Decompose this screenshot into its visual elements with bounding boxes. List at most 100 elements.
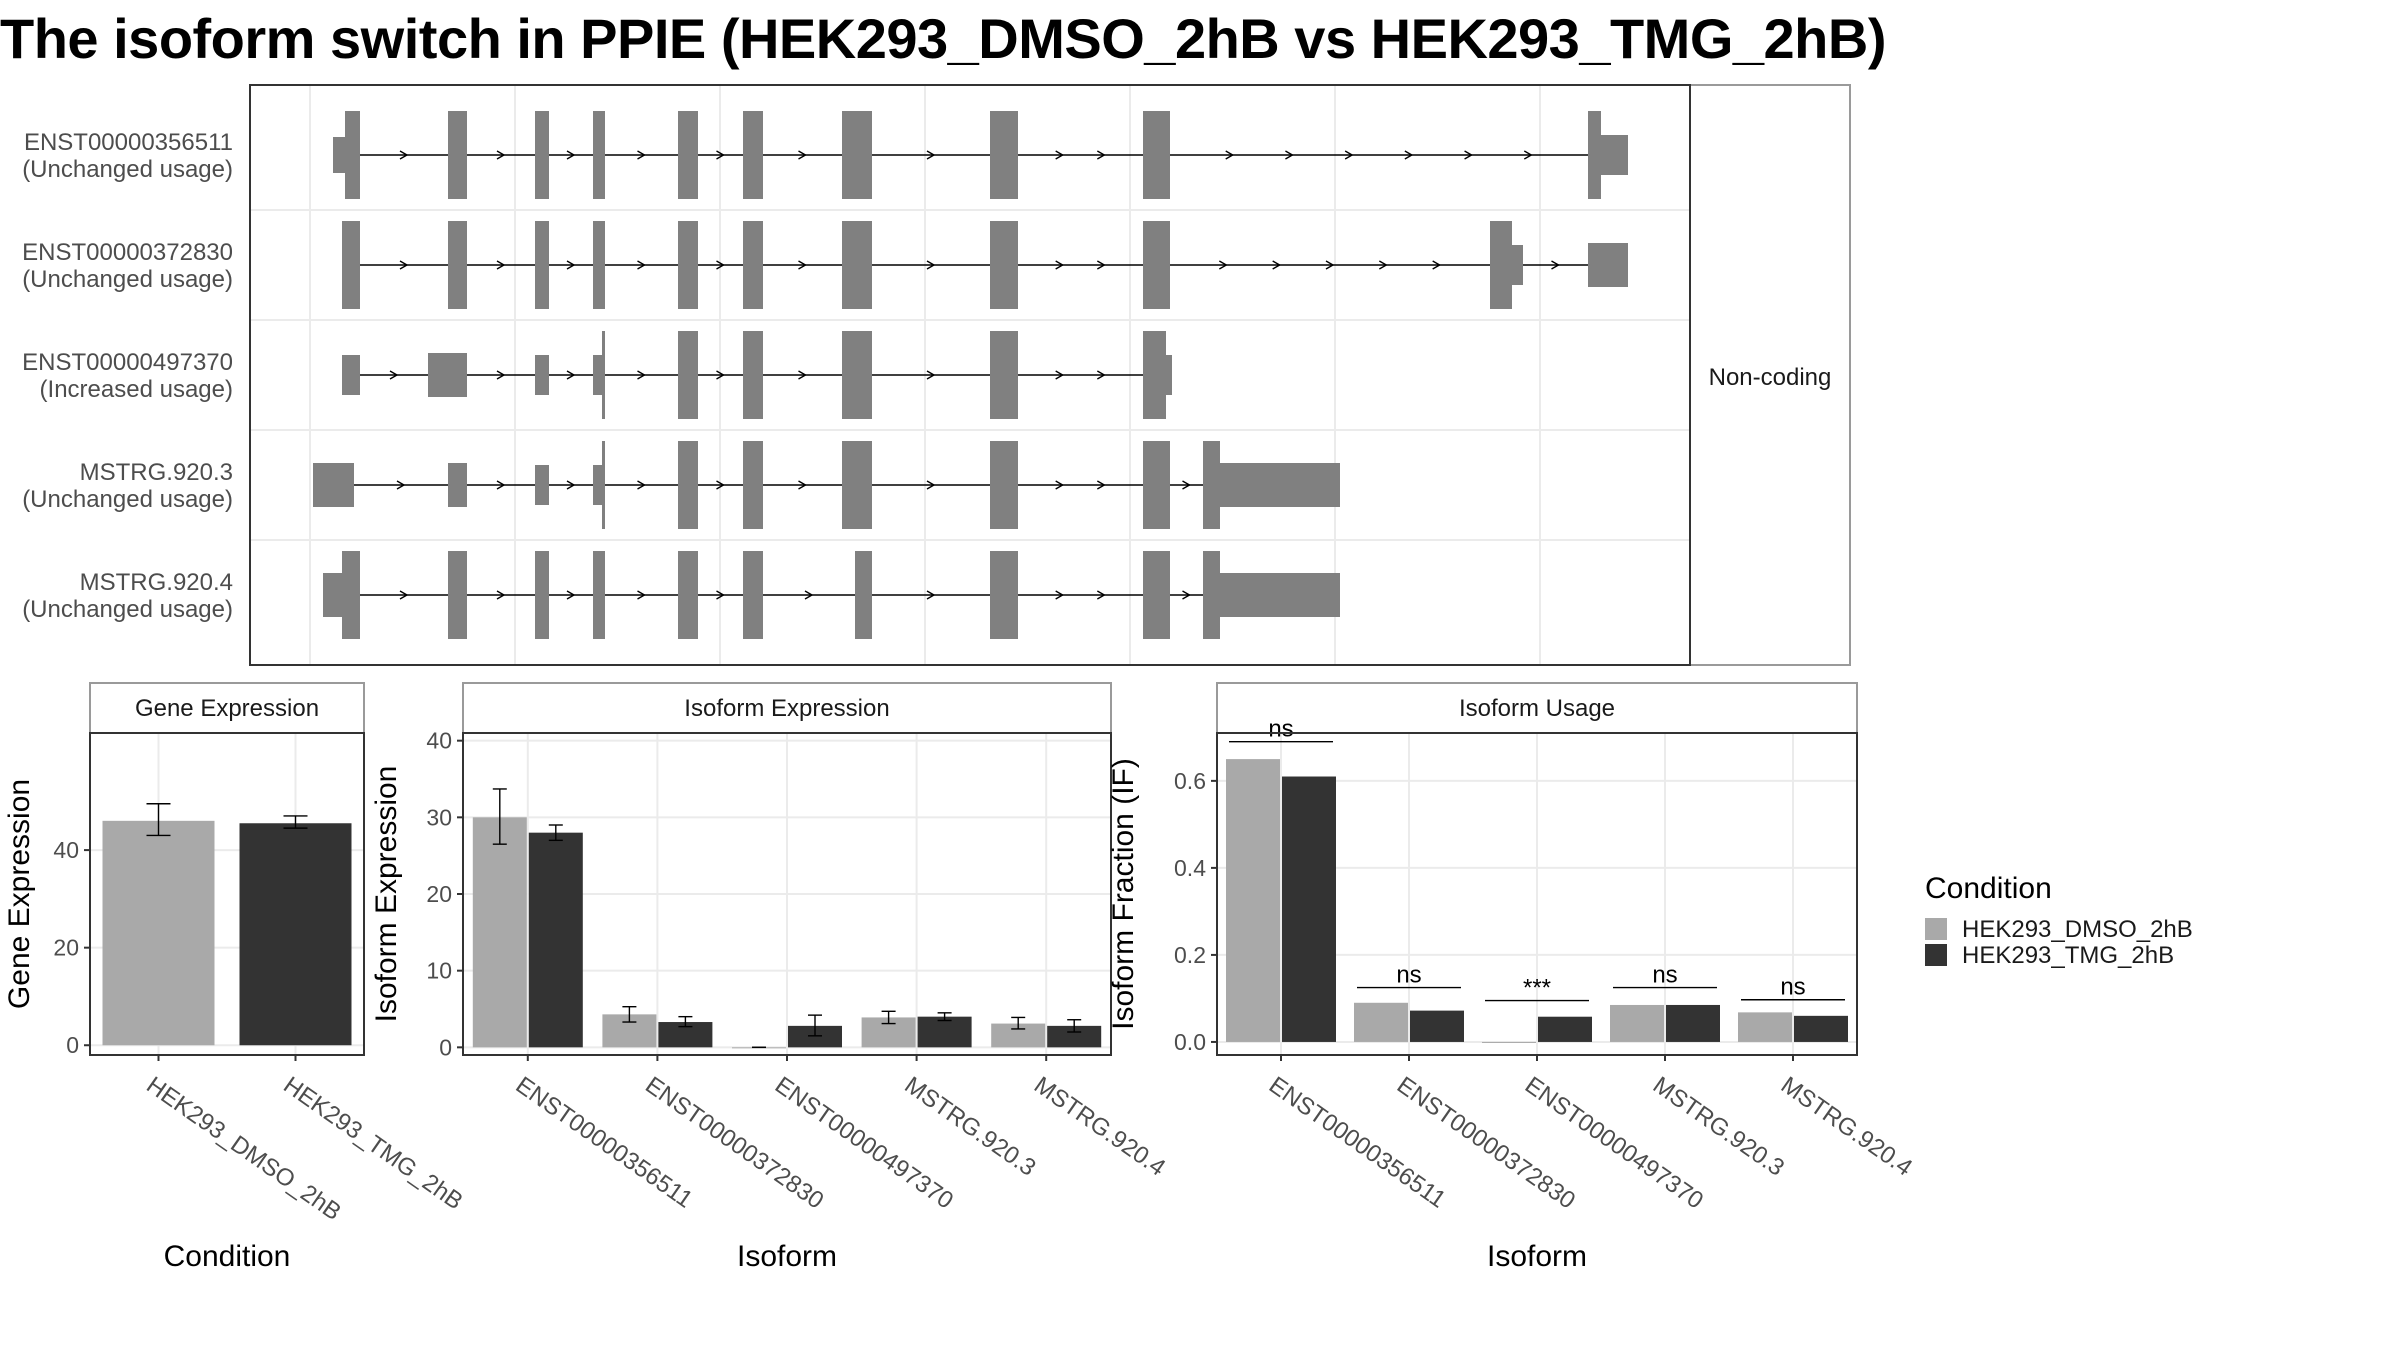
direction-arrow [496, 150, 506, 160]
direction-arrow [1055, 260, 1065, 270]
structure-panel-border [249, 84, 1691, 666]
transcript-row [333, 111, 1628, 199]
bar [991, 1023, 1046, 1048]
exon-block [345, 111, 360, 199]
bar [1047, 1025, 1102, 1048]
transcript-id-label: ENST00000372830 [22, 239, 233, 266]
exon-block [1143, 441, 1170, 529]
direction-arrow [566, 260, 576, 270]
bar [102, 820, 215, 1046]
exon-block [1166, 355, 1172, 395]
y-tick-label: 0 [66, 1032, 79, 1058]
bar [1282, 776, 1336, 1042]
direction-arrow [389, 370, 399, 380]
exon-block [990, 551, 1018, 639]
exon-block [990, 221, 1018, 309]
transcript-usage-label: (Unchanged usage) [22, 156, 233, 183]
y-tick-label: 30 [426, 804, 452, 830]
exon-block [323, 573, 342, 617]
direction-arrow [496, 590, 506, 600]
direction-arrow [1096, 260, 1106, 270]
direction-arrow [399, 590, 409, 600]
x-axis-title: Isoform [737, 1240, 837, 1273]
exon-block [1143, 551, 1170, 639]
exon-block [1512, 245, 1523, 285]
direction-arrow [798, 370, 807, 380]
direction-arrow [1404, 150, 1414, 160]
direction-arrow [566, 590, 576, 600]
direction-arrow [566, 370, 576, 380]
exon-block [342, 551, 360, 639]
exon-block [990, 111, 1018, 199]
transcript-id-label: ENST00000497370 [22, 349, 233, 376]
significance-label: ns [1652, 962, 1677, 989]
isoform-expression-panel: Isoform Expression010203040ENST000003565… [370, 682, 1170, 1273]
direction-arrow [1272, 260, 1282, 270]
direction-arrow [798, 150, 807, 160]
bar [1538, 1016, 1592, 1042]
direction-arrow [804, 590, 814, 600]
exon-block [448, 221, 467, 309]
direction-arrow [496, 480, 506, 490]
exon-block [990, 441, 1018, 529]
direction-arrow [637, 480, 646, 490]
direction-arrow [637, 260, 646, 270]
transcript-row [323, 551, 1340, 639]
exon-block [593, 221, 605, 309]
legend-swatch [1925, 944, 1947, 966]
exon-block [593, 355, 602, 395]
transcript-usage-label: (Unchanged usage) [22, 486, 233, 513]
y-tick-label: 40 [53, 837, 79, 863]
y-tick-label: 10 [426, 958, 452, 984]
transcript-id-label: ENST00000356511 [24, 129, 233, 156]
exon-block [855, 551, 872, 639]
transcript-usage-label: (Unchanged usage) [22, 266, 233, 293]
bar [1354, 1002, 1408, 1042]
y-tick-label: 0.0 [1174, 1029, 1206, 1055]
exon-block [448, 551, 467, 639]
direction-arrow [1096, 150, 1106, 160]
y-tick-label: 20 [426, 881, 452, 907]
bar [1482, 1041, 1536, 1043]
y-tick-label: 0.2 [1174, 942, 1206, 968]
y-tick-label: 20 [53, 935, 79, 961]
exon-block [678, 111, 698, 199]
direction-arrow [716, 370, 725, 380]
exon-block [743, 551, 763, 639]
direction-arrow [1182, 590, 1191, 600]
direction-arrow [798, 260, 807, 270]
exon-block [842, 441, 872, 529]
bar [1226, 759, 1280, 1042]
direction-arrow [1218, 260, 1228, 270]
bar [1738, 1012, 1792, 1042]
exon-block [842, 221, 872, 309]
bar [1794, 1015, 1848, 1042]
direction-arrow [637, 370, 646, 380]
y-tick-label: 0 [439, 1034, 452, 1060]
exon-block [448, 463, 467, 507]
direction-arrow [1096, 590, 1106, 600]
direction-arrow [1344, 150, 1354, 160]
exon-block [602, 441, 605, 529]
significance-label: ns [1780, 974, 1805, 1001]
y-tick-label: 40 [426, 728, 452, 754]
exon-block [448, 111, 467, 199]
panel-strip-title: Gene Expression [135, 695, 319, 722]
direction-arrow [637, 590, 646, 600]
direction-arrow [926, 590, 936, 600]
direction-arrow [926, 370, 936, 380]
direction-arrow [566, 480, 576, 490]
direction-arrow [496, 260, 506, 270]
transcript-row [342, 331, 1172, 419]
transcript-row [342, 221, 1628, 309]
bar [1666, 1004, 1720, 1042]
direction-arrow [566, 150, 576, 160]
y-axis-title: Isoform Fraction (IF) [1107, 758, 1140, 1030]
direction-arrow [1182, 480, 1191, 490]
legend-label: HEK293_DMSO_2hB [1962, 916, 2193, 943]
exon-block [1588, 111, 1601, 199]
exon-block [990, 331, 1018, 419]
exon-block [1203, 551, 1220, 639]
